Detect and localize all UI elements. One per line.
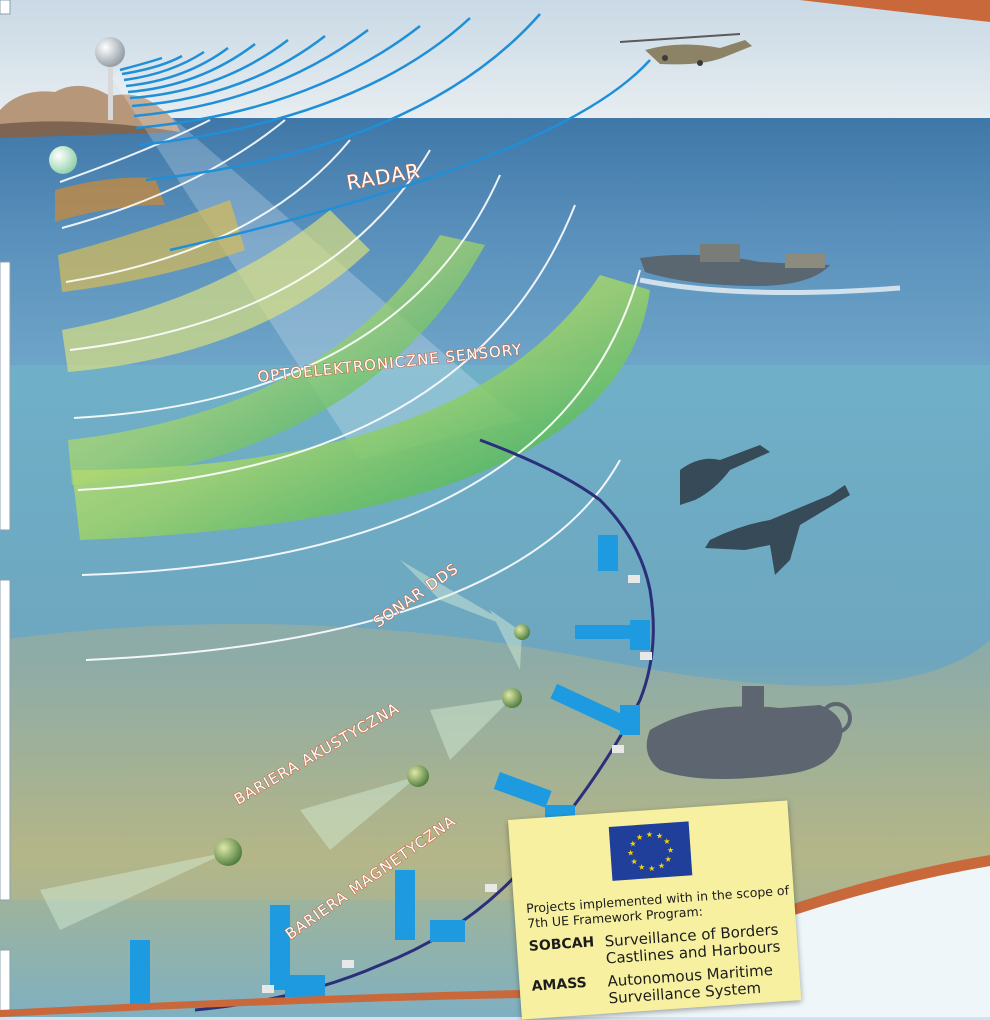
eu-project-note: ★ ★ ★ ★ ★ ★ ★ ★ ★ ★ ★ ★ Projects implemented wit…: [508, 800, 802, 1020]
island-shadow: [0, 121, 180, 138]
acoustic-sensor-sphere: [214, 838, 242, 866]
left-panel-edge: [0, 261, 11, 531]
submarine-icon: [646, 686, 852, 779]
eu-flag-icon: ★ ★ ★ ★ ★ ★ ★ ★ ★ ★ ★ ★: [608, 821, 693, 881]
svg-text:★: ★: [629, 839, 637, 848]
svg-text:★: ★: [658, 861, 666, 870]
acoustic-sensor-sphere: [502, 688, 522, 708]
helicopter-icon: [619, 33, 752, 66]
acoustic-fans: [40, 560, 522, 930]
boat-icon: [639, 244, 901, 295]
left-panel-edge: [0, 949, 11, 1017]
optical-arcs: [59, 119, 641, 661]
project-code: AMASS: [531, 974, 588, 995]
svg-text:★: ★: [663, 837, 671, 846]
svg-text:★: ★: [656, 831, 664, 840]
svg-text:★: ★: [648, 864, 656, 873]
radar-mast: [108, 60, 113, 120]
project-code: SOBCAH: [528, 934, 595, 955]
project-description: Autonomous Maritime Surveillance System: [606, 960, 774, 1008]
svg-text:★: ★: [636, 833, 644, 842]
top-frame-stripe: [800, 0, 990, 22]
svg-text:★: ★: [645, 830, 653, 839]
bottom-frame-stripe: [560, 855, 990, 1012]
acoustic-sensor-sphere: [514, 624, 530, 640]
svg-text:★: ★: [630, 857, 638, 866]
left-panel-edge: [0, 579, 11, 901]
svg-text:★: ★: [638, 863, 646, 872]
svg-text:★: ★: [667, 845, 675, 854]
bottom-frame-stripe-left: [0, 990, 520, 1017]
optical-sphere-icon: [49, 146, 77, 174]
diver-icon: [680, 445, 850, 575]
radar-sphere-icon: [95, 37, 125, 67]
svg-text:★: ★: [627, 848, 635, 857]
left-panel-edge: [0, 0, 11, 15]
svg-text:★: ★: [664, 855, 672, 864]
radar-waves: [119, 13, 651, 252]
acoustic-sensor-sphere: [407, 765, 429, 787]
